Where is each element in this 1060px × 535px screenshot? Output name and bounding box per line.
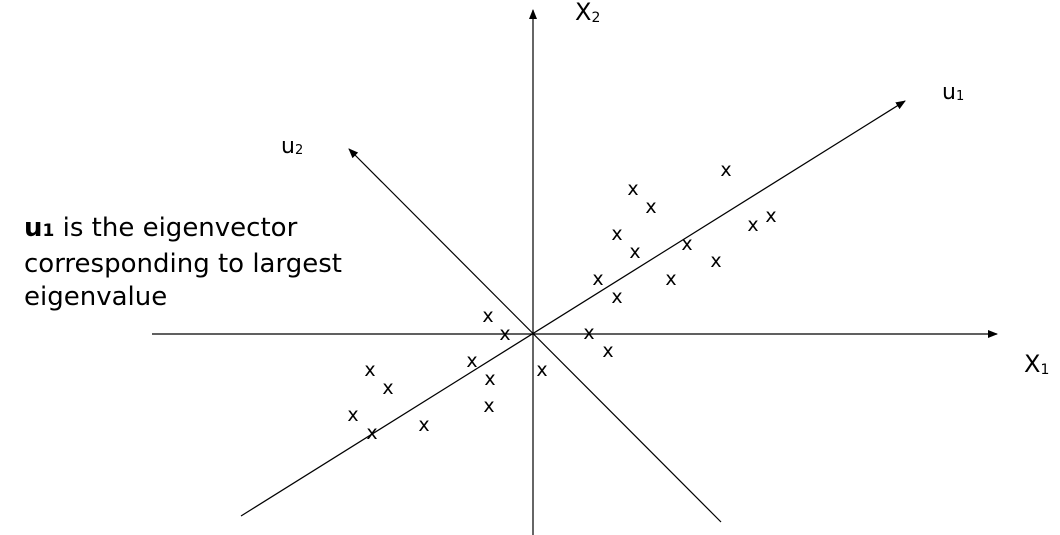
data-point: x [583,322,594,344]
x2-axis-label: X2 [575,0,601,26]
data-point: x [710,250,721,272]
data-point: x [484,368,495,390]
data-point: x [364,359,375,381]
u1-label: u1 [942,80,965,105]
x1-axis-label: X1 [1024,350,1050,378]
caption-u1-bold: u1 [24,213,55,243]
data-point: x [611,286,622,308]
data-point: x [627,178,638,200]
u2-eigenvector-line [348,148,722,523]
caption-line-3: eigenvalue [24,282,168,312]
data-point: x [382,377,393,399]
data-point: x [765,205,776,227]
data-point: x [665,268,676,290]
data-point: x [629,241,640,263]
data-point: x [747,214,758,236]
data-point: x [536,359,547,381]
data-point: x [681,233,692,255]
data-point: x [482,305,493,327]
eigenvector-caption: u1 is the eigenvector corresponding to l… [24,212,404,314]
data-point: x [720,159,731,181]
caption-line-2: corresponding to largest [24,249,342,279]
data-point: x [611,223,622,245]
data-point: x [483,395,494,417]
data-point: x [592,268,603,290]
caption-line-1: u1 is the eigenvector [24,213,298,243]
u2-label: u2 [281,134,304,159]
data-point: x [347,404,358,426]
data-point: x [418,414,429,436]
data-point: x [602,340,613,362]
data-point: x [645,196,656,218]
data-point: x [366,422,377,444]
u1-eigenvector-line [240,100,906,517]
data-point: x [499,323,510,345]
data-point: x [466,350,477,372]
